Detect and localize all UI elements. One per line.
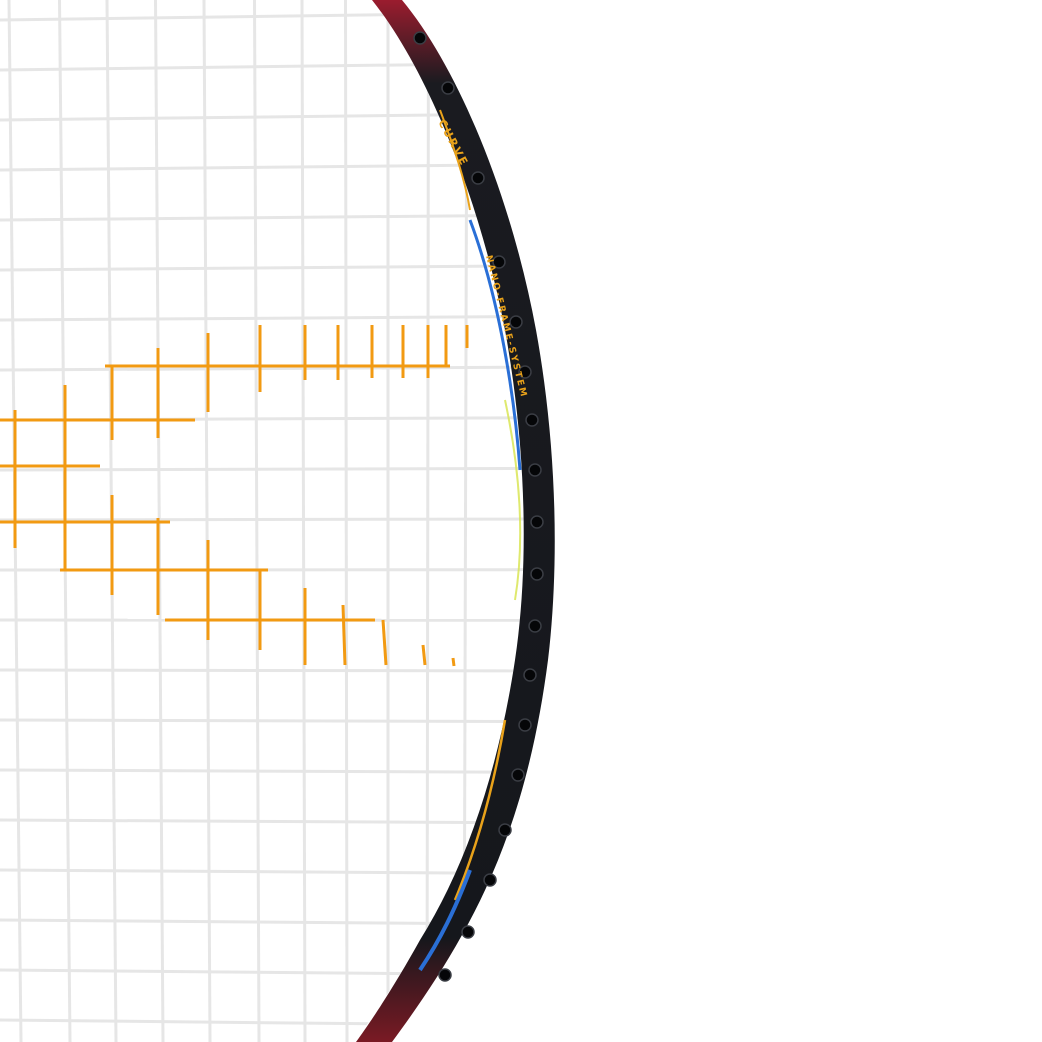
main-string	[300, 0, 307, 1042]
grommet-icon	[528, 619, 542, 633]
grommet-icon	[525, 413, 539, 427]
cross-string	[0, 668, 524, 673]
grommet-icon	[492, 255, 506, 269]
cross-string	[0, 213, 524, 222]
racket-frame: CURVE NANO-FRAME-SYSTEM	[356, 0, 555, 1042]
grommet-icon	[528, 463, 542, 477]
grommet-icon	[461, 925, 475, 939]
cross-string	[0, 818, 524, 825]
cross-string	[0, 365, 524, 372]
logo-main-segment	[421, 644, 427, 666]
cross-string	[0, 264, 524, 272]
grommet-icon	[511, 768, 525, 782]
grommet-icon	[530, 567, 544, 581]
cross-string	[0, 61, 524, 72]
grommet-icon	[413, 31, 427, 45]
main-string	[344, 0, 349, 1042]
cross-string	[0, 10, 524, 22]
grommet-icon	[523, 668, 537, 682]
grommet-icon	[471, 171, 485, 185]
grommet-holes	[413, 31, 544, 982]
cross-string	[0, 314, 524, 322]
cross-string	[0, 968, 524, 977]
cross-string	[0, 1018, 524, 1028]
logo-string-stencil	[0, 325, 469, 667]
grommet-icon	[498, 823, 512, 837]
grommet-icon	[441, 81, 455, 95]
cross-string	[0, 466, 524, 472]
grommet-icon	[518, 365, 532, 379]
grommet-icon	[530, 515, 544, 529]
main-string	[425, 0, 430, 1042]
cross-string	[0, 718, 524, 724]
grommet-icon	[518, 718, 532, 732]
cross-string	[0, 112, 524, 122]
grommet-icon	[483, 873, 497, 887]
cross-string	[0, 768, 524, 774]
cross-string	[0, 918, 524, 926]
logo-main-segment	[381, 619, 388, 666]
logo-main-segment	[341, 604, 347, 666]
grommet-icon	[438, 968, 452, 982]
cross-string	[0, 517, 524, 522]
logo-main-segment	[451, 657, 456, 667]
grommet-icon	[509, 315, 523, 329]
